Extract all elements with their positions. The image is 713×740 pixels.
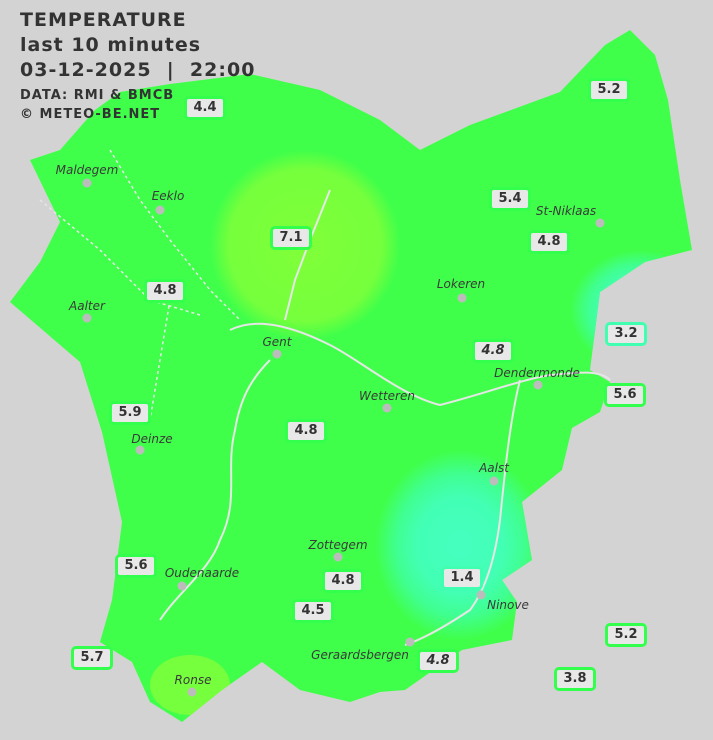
cold-zone-east — [570, 250, 692, 370]
city-dot — [333, 552, 343, 562]
city-dot — [489, 476, 499, 486]
rivers — [159, 189, 611, 646]
temperature-station-badge[interactable]: 4.8 — [285, 419, 327, 443]
temperature-station-badge[interactable]: 4.8 — [472, 339, 514, 363]
city-dot — [177, 581, 187, 591]
city-label: Lokeren — [436, 277, 486, 291]
city-dot — [533, 380, 543, 390]
temperature-station-badge[interactable]: 5.2 — [588, 78, 630, 102]
temperature-station-badge[interactable]: 5.6 — [115, 554, 157, 578]
temperature-station-badge[interactable]: 5.7 — [71, 646, 113, 670]
city-label: Oudenaarde — [164, 566, 240, 580]
city-dot — [405, 637, 415, 647]
railways — [39, 149, 241, 421]
map-subtitle: last 10 minutes — [20, 34, 202, 56]
city-dot — [476, 590, 486, 600]
city-dot — [82, 178, 92, 188]
city-dot — [272, 349, 282, 359]
city-label: Maldegem — [55, 163, 119, 177]
data-source: DATA: RMI & BMCB — [20, 88, 175, 103]
city-label: Zottegem — [308, 538, 368, 552]
temperature-station-badge[interactable]: 4.8 — [144, 279, 186, 303]
city-label: St-Niklaas — [535, 204, 597, 218]
city-label: Wetteren — [359, 389, 415, 403]
temperature-station-badge[interactable]: 1.4 — [441, 566, 483, 590]
temperature-station-badge[interactable]: 5.4 — [489, 187, 531, 211]
temperature-station-badge[interactable]: 5.9 — [109, 401, 151, 425]
city-label: Ronse — [174, 673, 212, 687]
city-label: Geraardsbergen — [311, 648, 409, 662]
temperature-station-badge[interactable]: 4.8 — [322, 569, 364, 593]
temperature-station-badge[interactable]: 5.6 — [604, 383, 646, 407]
city-label: Aalter — [69, 299, 105, 313]
temperature-station-badge[interactable]: 3.8 — [554, 667, 596, 691]
city-dot — [155, 205, 165, 215]
temperature-station-badge[interactable]: 3.2 — [605, 322, 647, 346]
city-dot — [187, 687, 197, 697]
temperature-station-badge[interactable]: 4.8 — [417, 649, 459, 673]
city-dot — [382, 403, 392, 413]
city-label: Aalst — [479, 461, 509, 475]
copyright: © METEO-BE.NET — [20, 107, 161, 122]
city-dot — [595, 218, 605, 228]
city-dot — [457, 293, 467, 303]
city-label: Ninove — [487, 598, 529, 612]
city-label: Eeklo — [151, 189, 185, 203]
map-datetime: 03-12-2025 | 22:00 — [20, 59, 256, 81]
temperature-station-badge[interactable]: 4.8 — [528, 230, 570, 254]
city-label: Dendermonde — [494, 366, 580, 380]
city-label: Gent — [262, 335, 292, 349]
temperature-station-badge[interactable]: 5.2 — [605, 623, 647, 647]
city-dot — [135, 445, 145, 455]
city-dot — [82, 313, 92, 323]
map-title: TEMPERATURE — [20, 9, 187, 31]
temperature-station-badge[interactable]: 7.1 — [270, 226, 312, 250]
city-label: Deinze — [131, 432, 173, 446]
temperature-station-badge[interactable]: 4.4 — [184, 96, 226, 120]
temperature-station-badge[interactable]: 4.5 — [292, 599, 334, 623]
